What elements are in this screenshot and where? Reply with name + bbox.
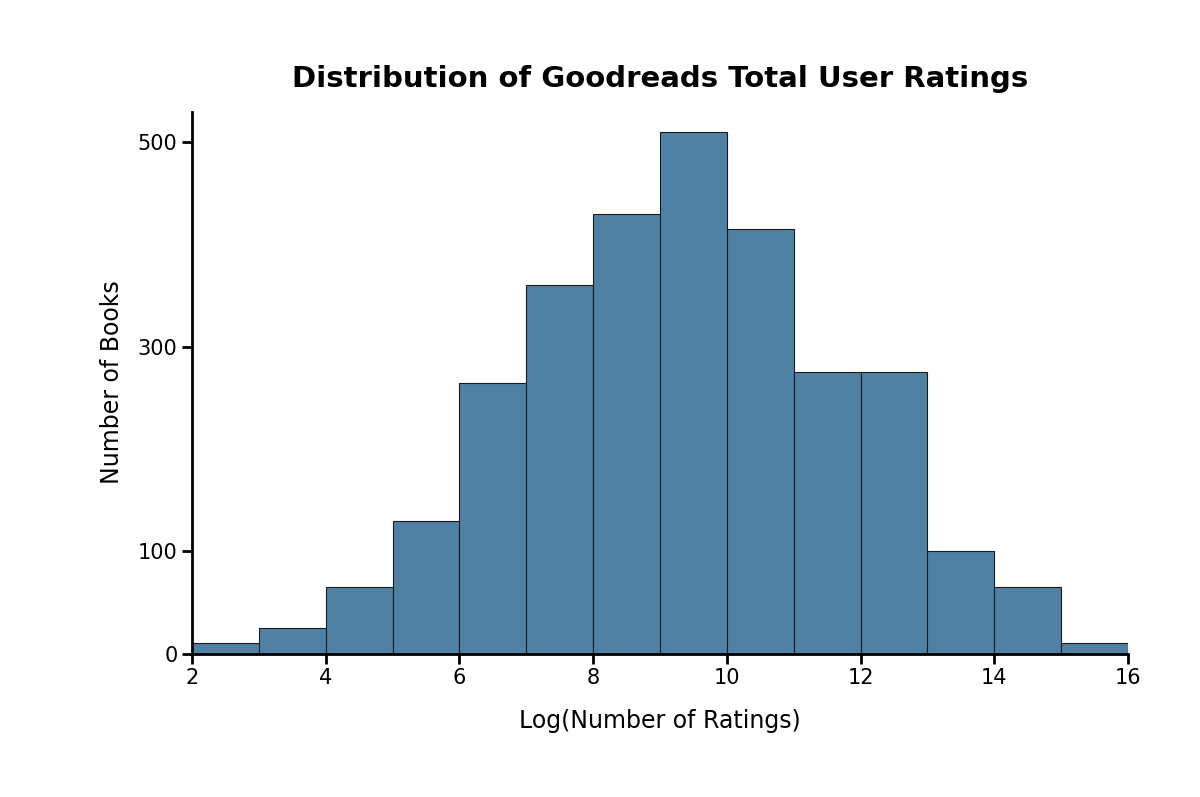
Bar [325,587,392,654]
Bar [727,230,793,654]
Bar [928,552,995,654]
Bar [1061,643,1128,654]
Bar [593,214,660,654]
Bar [860,372,928,654]
Bar [527,285,593,654]
Bar [192,643,259,654]
Bar [392,520,460,654]
Bar [995,587,1061,654]
Bar [793,372,860,654]
Bar [259,628,325,654]
Y-axis label: Number of Books: Number of Books [100,281,124,485]
Bar [460,383,527,654]
Bar [660,132,727,654]
X-axis label: Log(Number of Ratings): Log(Number of Ratings) [520,709,800,733]
Title: Distribution of Goodreads Total User Ratings: Distribution of Goodreads Total User Rat… [292,65,1028,92]
